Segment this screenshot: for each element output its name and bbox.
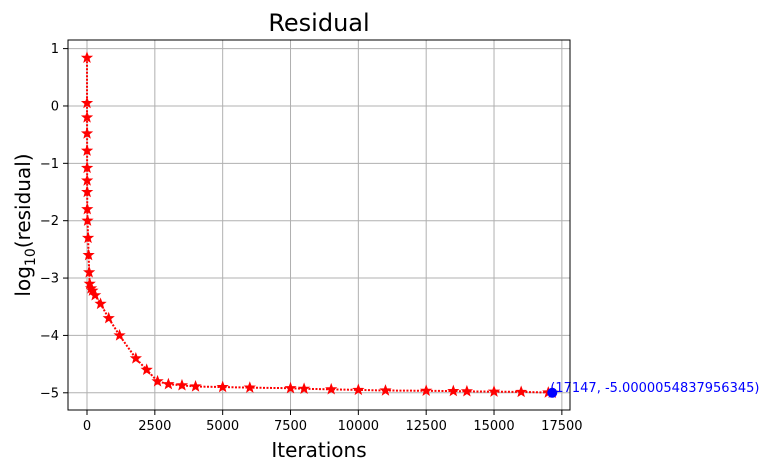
data-point <box>80 96 94 109</box>
x-tick-label: 0 <box>83 419 91 434</box>
x-tick-label: 10000 <box>338 419 379 434</box>
chart-title: Residual <box>268 9 369 37</box>
highlight-point <box>547 387 558 398</box>
data-point <box>81 174 94 186</box>
y-tick-label: −1 <box>40 157 59 172</box>
data-point <box>81 161 94 174</box>
data-point <box>175 378 189 391</box>
y-tick-label: −5 <box>40 386 59 401</box>
data-point <box>129 351 142 364</box>
plot-frame <box>67 39 571 411</box>
data-point <box>80 127 94 139</box>
y-tick-label: 0 <box>51 99 59 114</box>
y-tick-label: −4 <box>40 329 59 344</box>
data-point <box>83 265 96 278</box>
y-axis-ticks: 1 0 −1 −2 −3 −4 −5 <box>40 42 68 401</box>
highlight-annotation: (17147, -5.0000054837956345) <box>550 381 759 396</box>
y-axis-label-subscript: 10 <box>23 248 39 266</box>
y-tick-label: −3 <box>40 272 59 287</box>
data-point <box>113 329 126 341</box>
y-axis-label: log10(residual) <box>11 153 39 296</box>
data-point <box>81 214 94 226</box>
data-point <box>80 111 94 123</box>
data-point <box>297 382 311 394</box>
x-tick-label: 12500 <box>406 419 447 434</box>
grid <box>68 40 570 410</box>
data-point <box>162 377 175 390</box>
data-point <box>284 381 297 394</box>
data-point <box>80 51 94 63</box>
data-point <box>487 385 501 397</box>
data-point <box>447 384 460 397</box>
data-point <box>352 383 365 396</box>
data-point <box>94 297 107 310</box>
data-point <box>151 374 164 387</box>
data-point <box>325 382 338 395</box>
data-point <box>189 380 202 392</box>
x-tick-label: 15000 <box>473 419 514 434</box>
data-point <box>420 384 433 396</box>
x-axis-label: Iterations <box>271 438 366 462</box>
data-point <box>89 288 102 301</box>
series-line <box>85 57 553 394</box>
highlight-layer: (17147, -5.0000054837956345) <box>547 381 759 398</box>
data-point <box>243 381 256 393</box>
data-point <box>81 185 94 198</box>
data-point <box>86 284 99 296</box>
data-point <box>80 144 94 156</box>
data-point <box>81 202 94 215</box>
x-tick-label: 2500 <box>138 419 171 434</box>
data-point <box>460 384 473 397</box>
x-tick-label: 5000 <box>206 419 239 434</box>
series-residual <box>80 51 559 398</box>
data-point <box>82 248 95 261</box>
y-tick-label: −2 <box>40 214 59 229</box>
data-point <box>102 311 115 324</box>
x-tick-label: 7500 <box>274 419 307 434</box>
data-point <box>216 380 229 393</box>
y-axis-label-log: log <box>11 266 35 297</box>
data-point <box>515 385 528 398</box>
data-point <box>140 363 153 376</box>
data-point <box>81 231 95 244</box>
x-axis-ticks: 0 2500 5000 7500 10000 12500 15000 17500 <box>83 410 583 434</box>
y-tick-label: 1 <box>51 42 59 57</box>
x-tick-label: 17500 <box>541 419 582 434</box>
y-axis-label-rest: (residual) <box>11 153 35 248</box>
data-point <box>379 384 392 396</box>
